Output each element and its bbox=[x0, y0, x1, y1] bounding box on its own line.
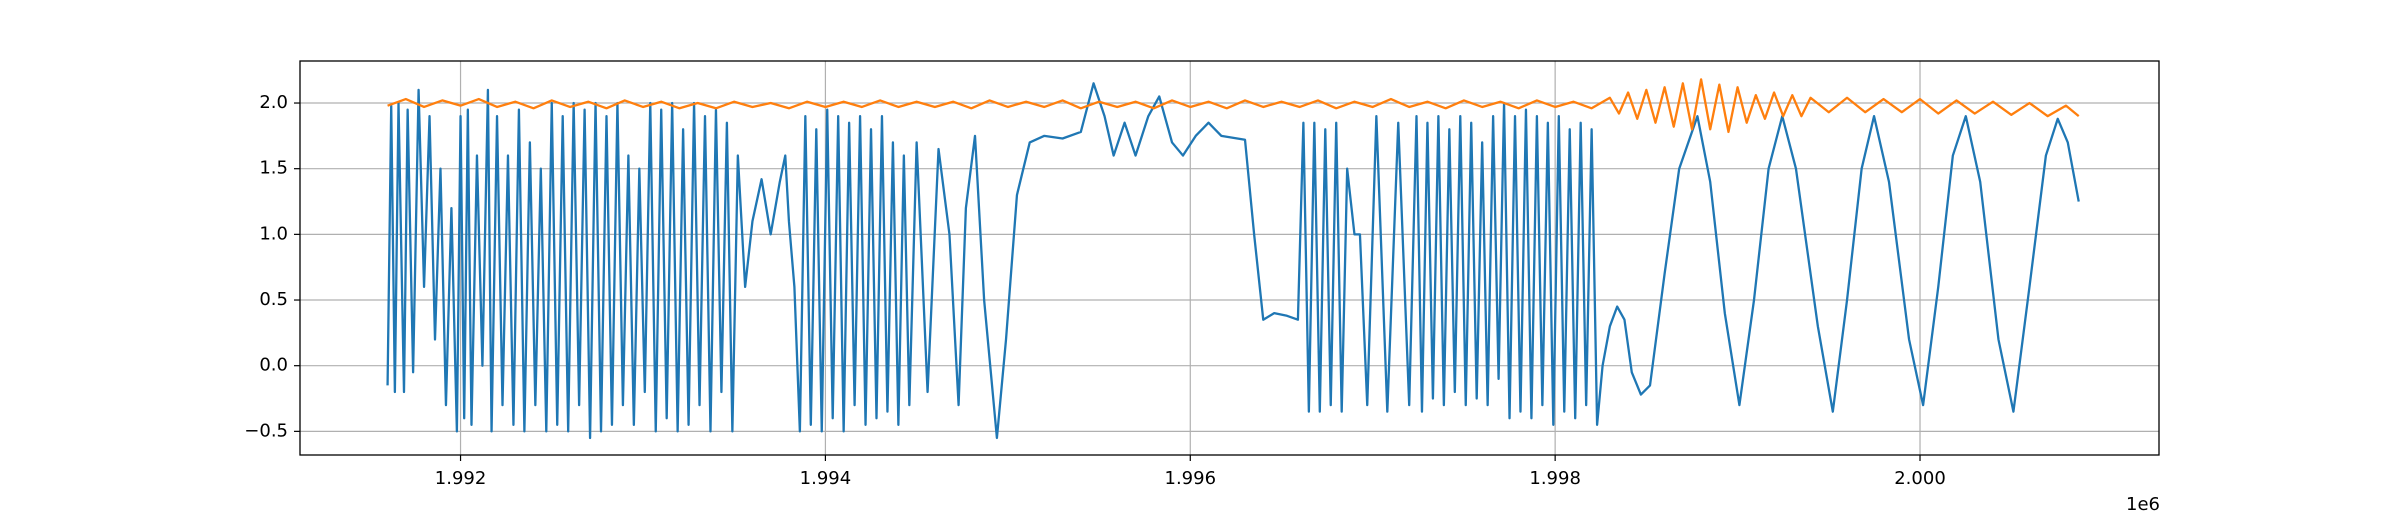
offset-label: 1e6 bbox=[2126, 494, 2160, 515]
x-tick-label: 1.998 bbox=[1529, 468, 1581, 489]
x-tick-label: 1.996 bbox=[1165, 468, 1217, 489]
series-line bbox=[386, 82, 2080, 440]
x-tick-label: 1.992 bbox=[435, 468, 487, 489]
y-tick-label: 2.0 bbox=[259, 92, 288, 113]
y-tick-label: 1.5 bbox=[259, 158, 288, 179]
x-tick-label: 2.000 bbox=[1894, 468, 1946, 489]
series-line bbox=[387, 78, 2080, 134]
y-tick-label: 0.5 bbox=[259, 289, 288, 310]
x-tick-label: 1.994 bbox=[800, 468, 852, 489]
axes-frame bbox=[299, 60, 2160, 456]
y-tick-label: 0.0 bbox=[259, 355, 288, 376]
y-tick-label: 1.0 bbox=[259, 223, 288, 244]
y-tick-label: −0.5 bbox=[244, 420, 288, 441]
